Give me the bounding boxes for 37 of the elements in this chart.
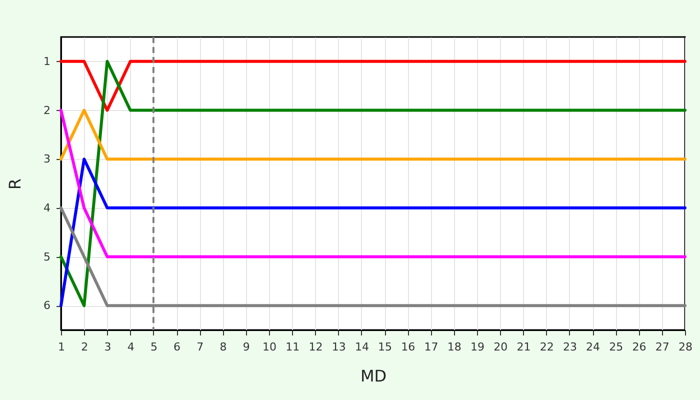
x-tick-label: 1 — [58, 340, 65, 354]
y-tick-label: 6 — [44, 299, 50, 312]
x-tick-label: 27 — [655, 340, 670, 354]
x-tick-label: 12 — [308, 340, 323, 354]
x-tick-label: 6 — [174, 340, 181, 354]
x-tick-label: 8 — [220, 340, 227, 354]
x-axis-title: MD — [360, 366, 387, 386]
x-tick-label: 3 — [104, 340, 112, 354]
y-tick-label: 5 — [44, 250, 50, 264]
x-tick-label: 25 — [609, 340, 624, 354]
x-tick-label: 13 — [332, 340, 346, 354]
y-tick-label: 2 — [44, 104, 50, 117]
x-tick-label: 19 — [470, 340, 484, 354]
x-tick-label: 11 — [286, 340, 300, 354]
x-tick-label: 23 — [562, 340, 577, 354]
x-tick-label: 16 — [401, 340, 416, 354]
x-tick-label: 4 — [127, 340, 134, 354]
y-axis-title: R — [6, 178, 24, 190]
line-series — [60, 60, 686, 308]
x-tick-label: 2 — [81, 340, 88, 354]
y-tick-label: 4 — [44, 201, 50, 214]
x-tick-label: 7 — [196, 340, 204, 354]
x-tick-label: 15 — [378, 340, 392, 354]
x-tick-label: 26 — [632, 340, 646, 354]
x-tick-label: 18 — [447, 340, 462, 354]
y-tick-label: 3 — [44, 152, 50, 166]
x-tick-label: 14 — [354, 340, 369, 354]
x-tick-label: 22 — [540, 340, 554, 354]
x-tick-label: 10 — [262, 340, 276, 354]
x-tick-label: 20 — [494, 340, 508, 354]
x-tick-label: 5 — [150, 340, 158, 354]
x-tick-label: 21 — [516, 340, 531, 354]
x-tick-label: 17 — [424, 340, 438, 354]
x-tick-label: 28 — [678, 340, 692, 354]
x-tick-label: 24 — [586, 340, 600, 354]
x-tick-label: 9 — [242, 340, 250, 354]
y-tick-label: 1 — [44, 54, 50, 68]
